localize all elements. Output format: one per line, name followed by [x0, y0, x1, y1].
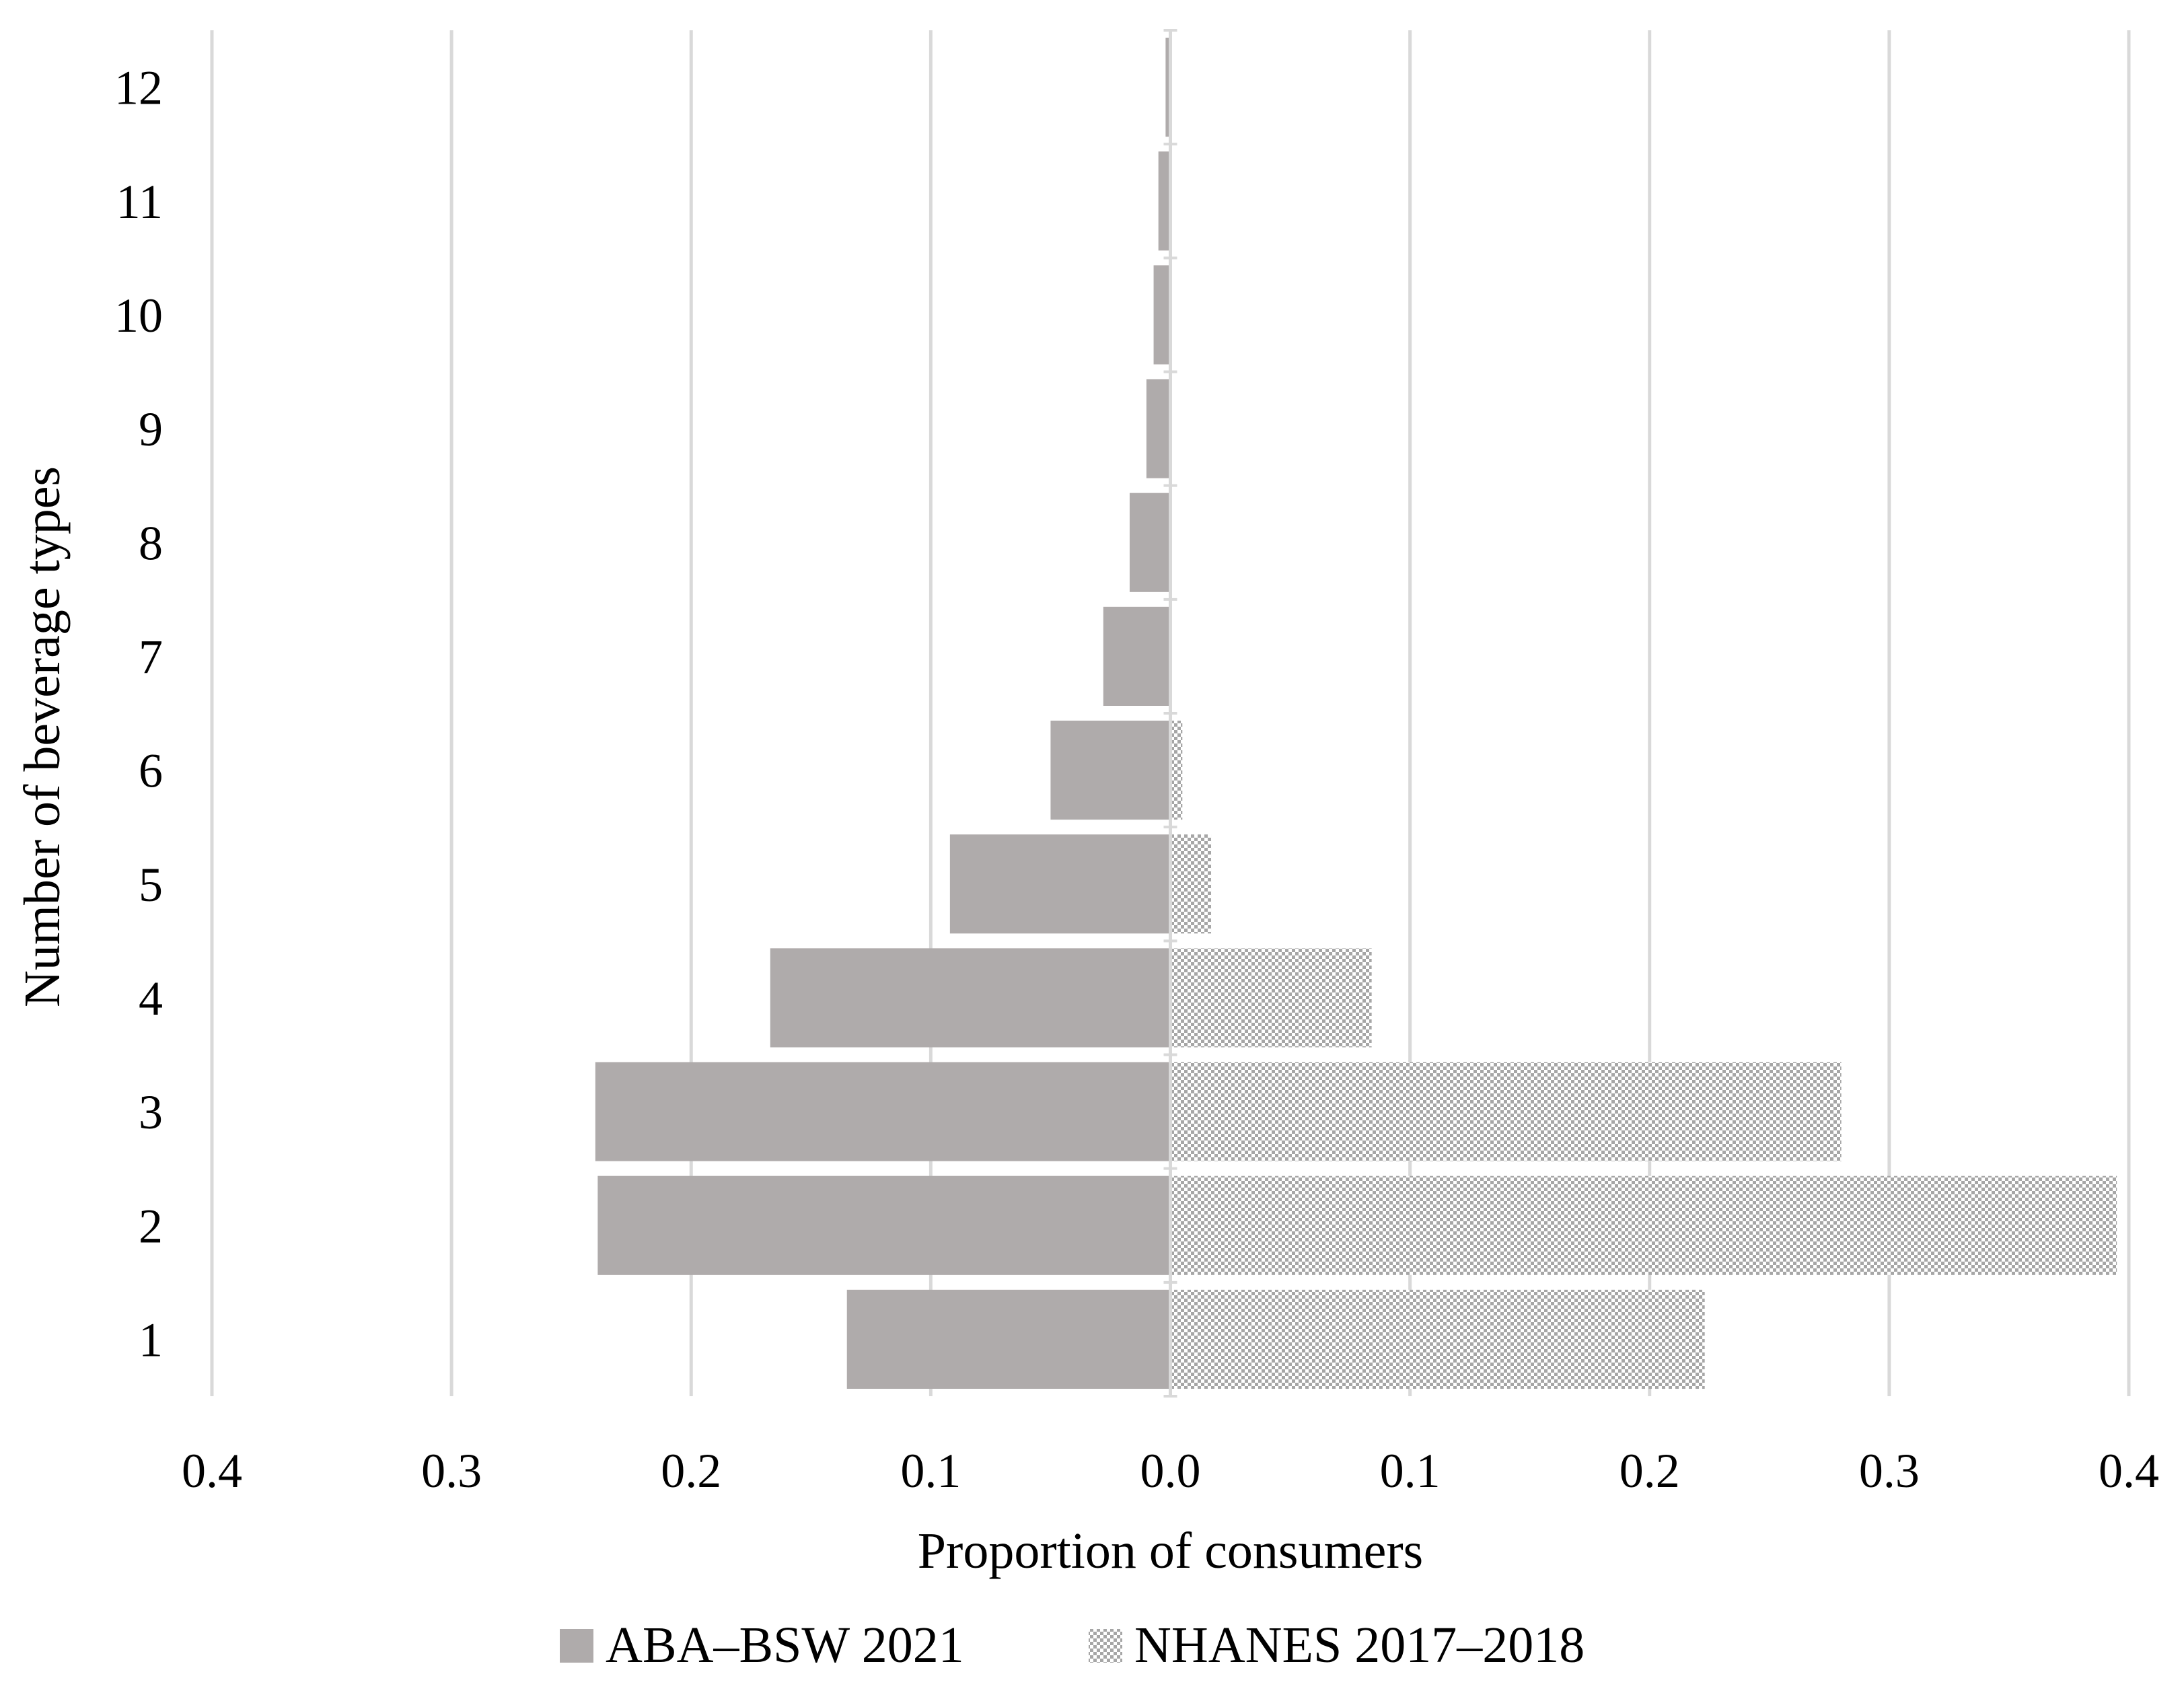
- bar-aba-bsw-2021-9: [1146, 379, 1171, 478]
- bar-aba-bsw-2021-4: [770, 948, 1171, 1048]
- y-tick-label: 12: [114, 61, 163, 115]
- gridlines: [210, 30, 2131, 1396]
- bar-nhanes-2017-2018-1: [1170, 1289, 1705, 1389]
- bar-nhanes-2017-2018-3: [1170, 1062, 1842, 1161]
- x-tick-label: 0.4: [2099, 1444, 2159, 1498]
- y-tick-label: 11: [116, 175, 163, 229]
- bar-aba-bsw-2021-6: [1050, 720, 1171, 820]
- y-tick-label: 9: [139, 402, 163, 456]
- legend-label-nhanes: NHANES 2017–2018: [1134, 1617, 1585, 1673]
- y-tick-label: 8: [139, 516, 163, 570]
- bar-aba-bsw-2021-5: [949, 834, 1171, 934]
- bar-aba-bsw-2021-12: [1165, 37, 1171, 137]
- x-tick-label: 0.3: [1859, 1444, 1920, 1498]
- y-tick-label: 3: [139, 1085, 163, 1139]
- legend: ABA–BSW 2021 NHANES 2017–2018: [560, 1617, 1585, 1673]
- y-tick-label: 4: [139, 972, 163, 1025]
- x-tick-label: 0.2: [1619, 1444, 1680, 1498]
- bar-nhanes-2017-2018-5: [1170, 834, 1212, 934]
- x-tick-label: 0.3: [421, 1444, 482, 1498]
- bar-nhanes-2017-2018-2: [1170, 1175, 2117, 1275]
- bar-aba-bsw-2021-10: [1153, 265, 1171, 365]
- x-tick-label: 0.1: [900, 1444, 961, 1498]
- bar-aba-bsw-2021-3: [595, 1062, 1171, 1161]
- x-axis-title: Proportion of consumers: [918, 1523, 1423, 1579]
- y-tick-label: 5: [139, 858, 163, 912]
- legend-swatch-aba-bsw: [560, 1629, 593, 1663]
- legend-swatch-nhanes: [1089, 1629, 1122, 1663]
- x-tick-label: 0.2: [661, 1444, 721, 1498]
- bar-nhanes-2017-2018-6: [1170, 720, 1183, 820]
- x-tick-label: 0.0: [1140, 1444, 1201, 1498]
- x-tick-label: 0.4: [182, 1444, 242, 1498]
- bar-aba-bsw-2021-2: [597, 1175, 1171, 1275]
- bar-nhanes-2017-2018-4: [1170, 948, 1372, 1048]
- bar-aba-bsw-2021-7: [1103, 606, 1171, 707]
- axis: [1163, 29, 1177, 1398]
- y-tick-label: 1: [139, 1313, 163, 1367]
- y-tick-label: 10: [114, 289, 163, 342]
- x-tick-labels: 0.4 0.3 0.2 0.1 0.0 0.1 0.2 0.3 0.4: [182, 1444, 2159, 1498]
- y-axis-title: Number of beverage types: [14, 466, 71, 1007]
- bar-aba-bsw-2021-8: [1129, 493, 1171, 592]
- x-tick-label: 0.1: [1380, 1444, 1441, 1498]
- bars: [595, 37, 2117, 1389]
- y-tick-label: 6: [139, 744, 163, 798]
- legend-label-aba-bsw: ABA–BSW 2021: [606, 1617, 964, 1673]
- bar-aba-bsw-2021-11: [1158, 151, 1171, 251]
- bar-aba-bsw-2021-1: [846, 1289, 1171, 1389]
- y-tick-label: 2: [139, 1199, 163, 1253]
- y-tick-label: 7: [139, 630, 163, 684]
